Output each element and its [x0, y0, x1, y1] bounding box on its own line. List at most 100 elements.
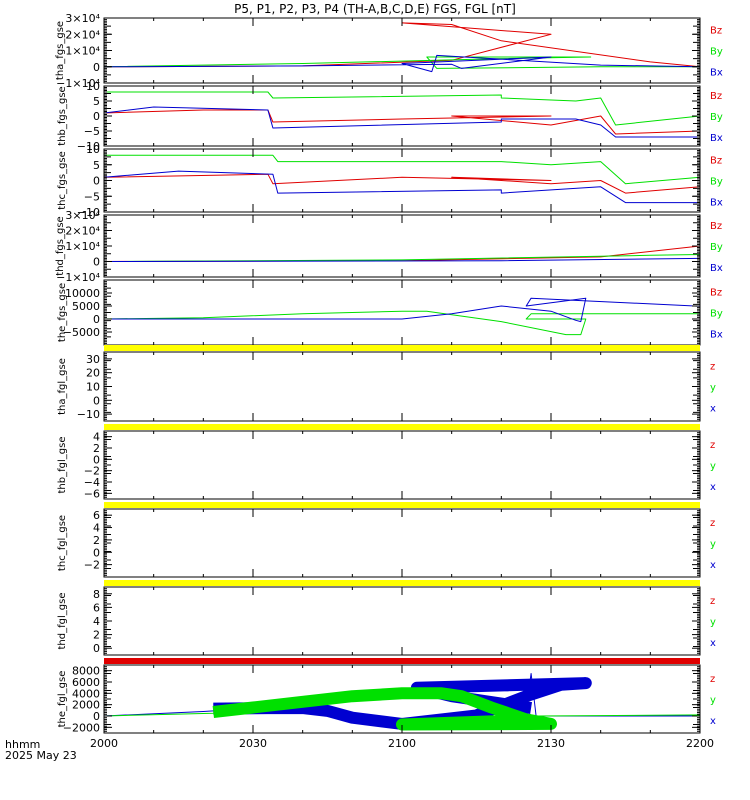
x-tick-label: 2130: [537, 737, 565, 750]
status-bar: [104, 658, 700, 664]
panel-thc_fgs_gse: 10 5 0 −5 −10 thc_fgs_gse Bz By Bx: [57, 143, 723, 219]
y-tick-label: 3×10⁴: [65, 12, 100, 25]
status-bar: [104, 424, 700, 430]
legend-entry: y: [710, 383, 716, 394]
legend-entry: y: [710, 539, 716, 550]
y-tick-label: −5: [84, 125, 100, 138]
y-tick-label: −4: [84, 476, 100, 489]
y-tick-label: 0: [93, 175, 100, 188]
series-Bx-line: [104, 297, 700, 323]
y-tick-label: −5000: [63, 326, 100, 339]
y-tick-label: 0: [93, 546, 100, 559]
y-axis-label: thd_fgl_gse: [57, 593, 68, 650]
series-Bz-line: [104, 109, 700, 135]
y-tick-label: 10: [86, 143, 100, 156]
y-tick-label: 5: [93, 159, 100, 172]
series-By-line: [104, 91, 700, 126]
panel-frame: [103, 586, 701, 656]
y-tick-label: 20: [86, 367, 100, 380]
y-tick-label: 0: [93, 313, 100, 326]
status-bar: [104, 580, 700, 586]
legend-entry: y: [710, 461, 716, 472]
legend-entry: z: [710, 674, 715, 685]
legend-entry: By: [710, 242, 723, 253]
legend-entry: Bz: [710, 221, 722, 232]
legend-entry: Bz: [710, 156, 722, 167]
y-tick-label: −2: [84, 559, 100, 572]
chart-title: P5, P1, P2, P3, P4 (TH-A,B,C,D,E) FGS, F…: [234, 2, 516, 16]
panel-frame: [103, 351, 701, 422]
y-tick-label: −10: [77, 408, 100, 421]
panel-frame: [103, 17, 701, 84]
legend-entry: Bz: [710, 26, 722, 37]
legend-entry: Bz: [710, 288, 722, 299]
legend-entry: z: [710, 440, 715, 451]
y-axis-label: the_fgl_gse: [57, 671, 68, 728]
y-tick-label: −2000: [63, 721, 100, 734]
series-Bx-line: [104, 106, 700, 138]
legend-entry: x: [710, 638, 716, 649]
series-Bx-line: [104, 170, 700, 204]
footer-time-label: hhmm: [5, 738, 40, 751]
y-tick-label: 0: [93, 256, 100, 269]
y-tick-label: 6: [93, 601, 100, 614]
y-tick-label: 2: [93, 629, 100, 642]
legend-entry: Bz: [710, 91, 722, 102]
y-tick-label: 0: [93, 710, 100, 723]
y-tick-label: −5: [84, 190, 100, 203]
x-tick-label: 2030: [239, 737, 267, 750]
y-tick-label: 6: [93, 509, 100, 522]
series-By-line: [104, 254, 700, 262]
y-tick-label: 5000: [72, 300, 100, 313]
legend-entry: y: [710, 695, 716, 706]
y-tick-label: 10000: [65, 287, 100, 300]
legend-entry: y: [710, 617, 716, 628]
y-tick-label: 4: [93, 615, 100, 628]
y-axis-label: thc_fgs_gse: [57, 151, 68, 210]
series-Bx-line: [104, 54, 700, 73]
y-axis-label: thc_fgl_gse: [57, 515, 68, 571]
legend-entry: x: [710, 716, 716, 727]
x-tick-label: 2100: [388, 737, 416, 750]
y-tick-label: 2: [93, 442, 100, 455]
panel-frame: [103, 148, 701, 213]
x-tick-label: 2000: [90, 737, 118, 750]
status-bar: [104, 502, 700, 508]
y-axis-label: thb_fgs_gse: [57, 86, 68, 145]
y-tick-label: 5: [93, 95, 100, 108]
legend-entry: z: [710, 518, 715, 529]
series-y-line: [212, 687, 557, 731]
y-tick-label: 0: [93, 110, 100, 123]
y-tick-label: 3×10⁴: [65, 209, 100, 222]
y-tick-label: 0: [93, 453, 100, 466]
y-axis-label: the_fgs_gse: [57, 283, 68, 342]
panel-frame: [103, 508, 701, 578]
y-tick-label: 4: [93, 522, 100, 535]
y-tick-label: −10: [77, 206, 100, 219]
y-tick-label: −1×10⁴: [56, 77, 100, 90]
panel-thb_fgl_gse: 420−2−4−6 thb_fgl_gse zyx: [57, 424, 716, 500]
y-tick-label: 0: [93, 394, 100, 407]
y-tick-label: −6: [84, 487, 100, 500]
y-tick-label: 0: [93, 61, 100, 74]
legend-entry: Bx: [710, 330, 723, 341]
y-tick-label: 1×10⁴: [65, 240, 100, 253]
panel-frame: [103, 279, 701, 346]
y-axis-label: thb_fgl_gse: [57, 437, 68, 494]
y-tick-label: 30: [86, 353, 100, 366]
legend-entry: Bx: [710, 133, 723, 144]
legend-entry: Bx: [710, 263, 723, 274]
y-axis-label: tha_fgl_gse: [57, 358, 68, 415]
panel-frame: [103, 430, 701, 500]
y-tick-label: 8000: [72, 665, 100, 678]
series-By-line: [104, 310, 700, 336]
legend-entry: By: [710, 177, 723, 188]
y-tick-label: 2: [93, 534, 100, 547]
